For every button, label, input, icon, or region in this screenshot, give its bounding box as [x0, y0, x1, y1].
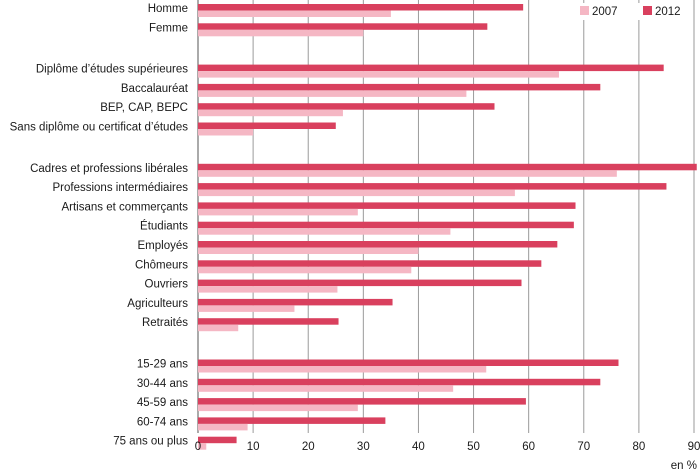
- category-label-15: 15-29 ans: [137, 359, 188, 371]
- bar-2012-16: [198, 378, 601, 386]
- bar-2007-2: [198, 71, 559, 78]
- x-tick-label-10: 10: [247, 441, 260, 453]
- bar-2012-1: [198, 23, 488, 30]
- bar-2007-18: [198, 423, 248, 431]
- bar-2012-15: [198, 359, 619, 366]
- bar-2007-15: [198, 366, 487, 373]
- category-label-5: Sans diplôme ou certificat d’études: [10, 122, 189, 134]
- bar-2012-7: [198, 183, 667, 190]
- bar-2007-10: [198, 247, 419, 254]
- bar-2007-7: [198, 189, 515, 197]
- bar-2012-5: [198, 122, 336, 129]
- category-label-11: Chômeurs: [135, 259, 188, 271]
- bar-2007-8: [198, 208, 358, 216]
- bar-2007-13: [198, 305, 295, 312]
- bar-2007-3: [198, 90, 467, 97]
- bar-2012-14: [198, 318, 339, 325]
- bar-2007-5: [198, 129, 254, 136]
- bar-2012-3: [198, 83, 601, 91]
- x-tick-label-30: 30: [357, 441, 370, 453]
- category-label-16: 30-44 ans: [137, 378, 188, 390]
- category-label-13: Agriculteurs: [127, 298, 188, 310]
- legend-swatch-2007: [580, 6, 589, 15]
- category-label-19: 75 ans ou plus: [113, 436, 188, 448]
- bar-2007-1: [198, 29, 364, 37]
- x-tick-label-40: 40: [412, 441, 425, 453]
- category-label-2: Diplôme d’études supérieures: [36, 64, 188, 76]
- bar-2012-8: [198, 202, 576, 209]
- x-tick-label-70: 70: [577, 441, 590, 453]
- category-label-9: Étudiants: [140, 220, 188, 233]
- category-label-18: 60-74 ans: [137, 416, 188, 428]
- category-label-10: Employés: [138, 240, 189, 252]
- category-label-4: BEP, CAP, BEPC: [100, 102, 188, 114]
- bar-2007-9: [198, 228, 451, 235]
- x-axis-ticks: 0 10 20 30 40 50 60 70 80 90: [195, 441, 700, 453]
- legend-swatch-2012: [643, 6, 652, 15]
- bar-2007-19: [198, 443, 207, 450]
- category-label-12: Ouvriers: [145, 279, 189, 291]
- category-label-17: 45-59 ans: [137, 397, 188, 409]
- legend-background: [575, 3, 692, 20]
- bar-2007-14: [198, 324, 239, 332]
- category-label-6: Cadres et professions libérales: [30, 163, 188, 175]
- category-label-14: Retraités: [142, 317, 188, 329]
- bar-2012-13: [198, 298, 393, 306]
- x-tick-label-50: 50: [467, 441, 480, 453]
- bar-2012-4: [198, 103, 495, 110]
- legend-label-2007: 2007: [592, 6, 618, 18]
- bar-2007-0: [198, 10, 391, 17]
- category-label-7: Professions intermédiaires: [52, 182, 188, 194]
- bar-2007-16: [198, 385, 454, 392]
- bar-2012-9: [198, 221, 574, 229]
- legend-label-2012: 2012: [655, 6, 681, 18]
- bar-2007-6: [198, 170, 617, 177]
- category-labels: Homme Femme Diplôme d’études supérieures Ba…: [10, 3, 189, 448]
- category-label-1: Femme: [149, 22, 188, 34]
- category-label-3: Baccalauréat: [121, 83, 189, 95]
- bar-2007-17: [198, 404, 358, 412]
- x-tick-label-0: 0: [195, 441, 201, 453]
- bar-2012-19: [198, 436, 237, 444]
- category-label-8: Artisans et commerçants: [61, 201, 188, 213]
- unit-label: en %: [671, 460, 697, 471]
- category-label-0: Homme: [148, 3, 188, 15]
- bar-2012-0: [198, 4, 524, 11]
- x-tick-label-20: 20: [302, 441, 315, 453]
- bar-2012-17: [198, 398, 526, 405]
- x-tick-label-60: 60: [522, 441, 535, 453]
- bar-2007-4: [198, 109, 343, 117]
- legend: 2007 2012: [575, 3, 692, 20]
- x-tick-label-90: 90: [688, 441, 700, 453]
- bars-layer: [198, 4, 697, 450]
- bar-2007-12: [198, 286, 338, 293]
- bar-2007-11: [198, 266, 412, 274]
- bar-2012-18: [198, 417, 386, 424]
- bar-2012-12: [198, 279, 522, 287]
- bar-2012-10: [198, 241, 558, 248]
- bar-2012-11: [198, 260, 542, 267]
- x-tick-label-80: 80: [632, 441, 645, 453]
- bar-2012-6: [198, 163, 697, 171]
- bar-2012-2: [198, 64, 664, 72]
